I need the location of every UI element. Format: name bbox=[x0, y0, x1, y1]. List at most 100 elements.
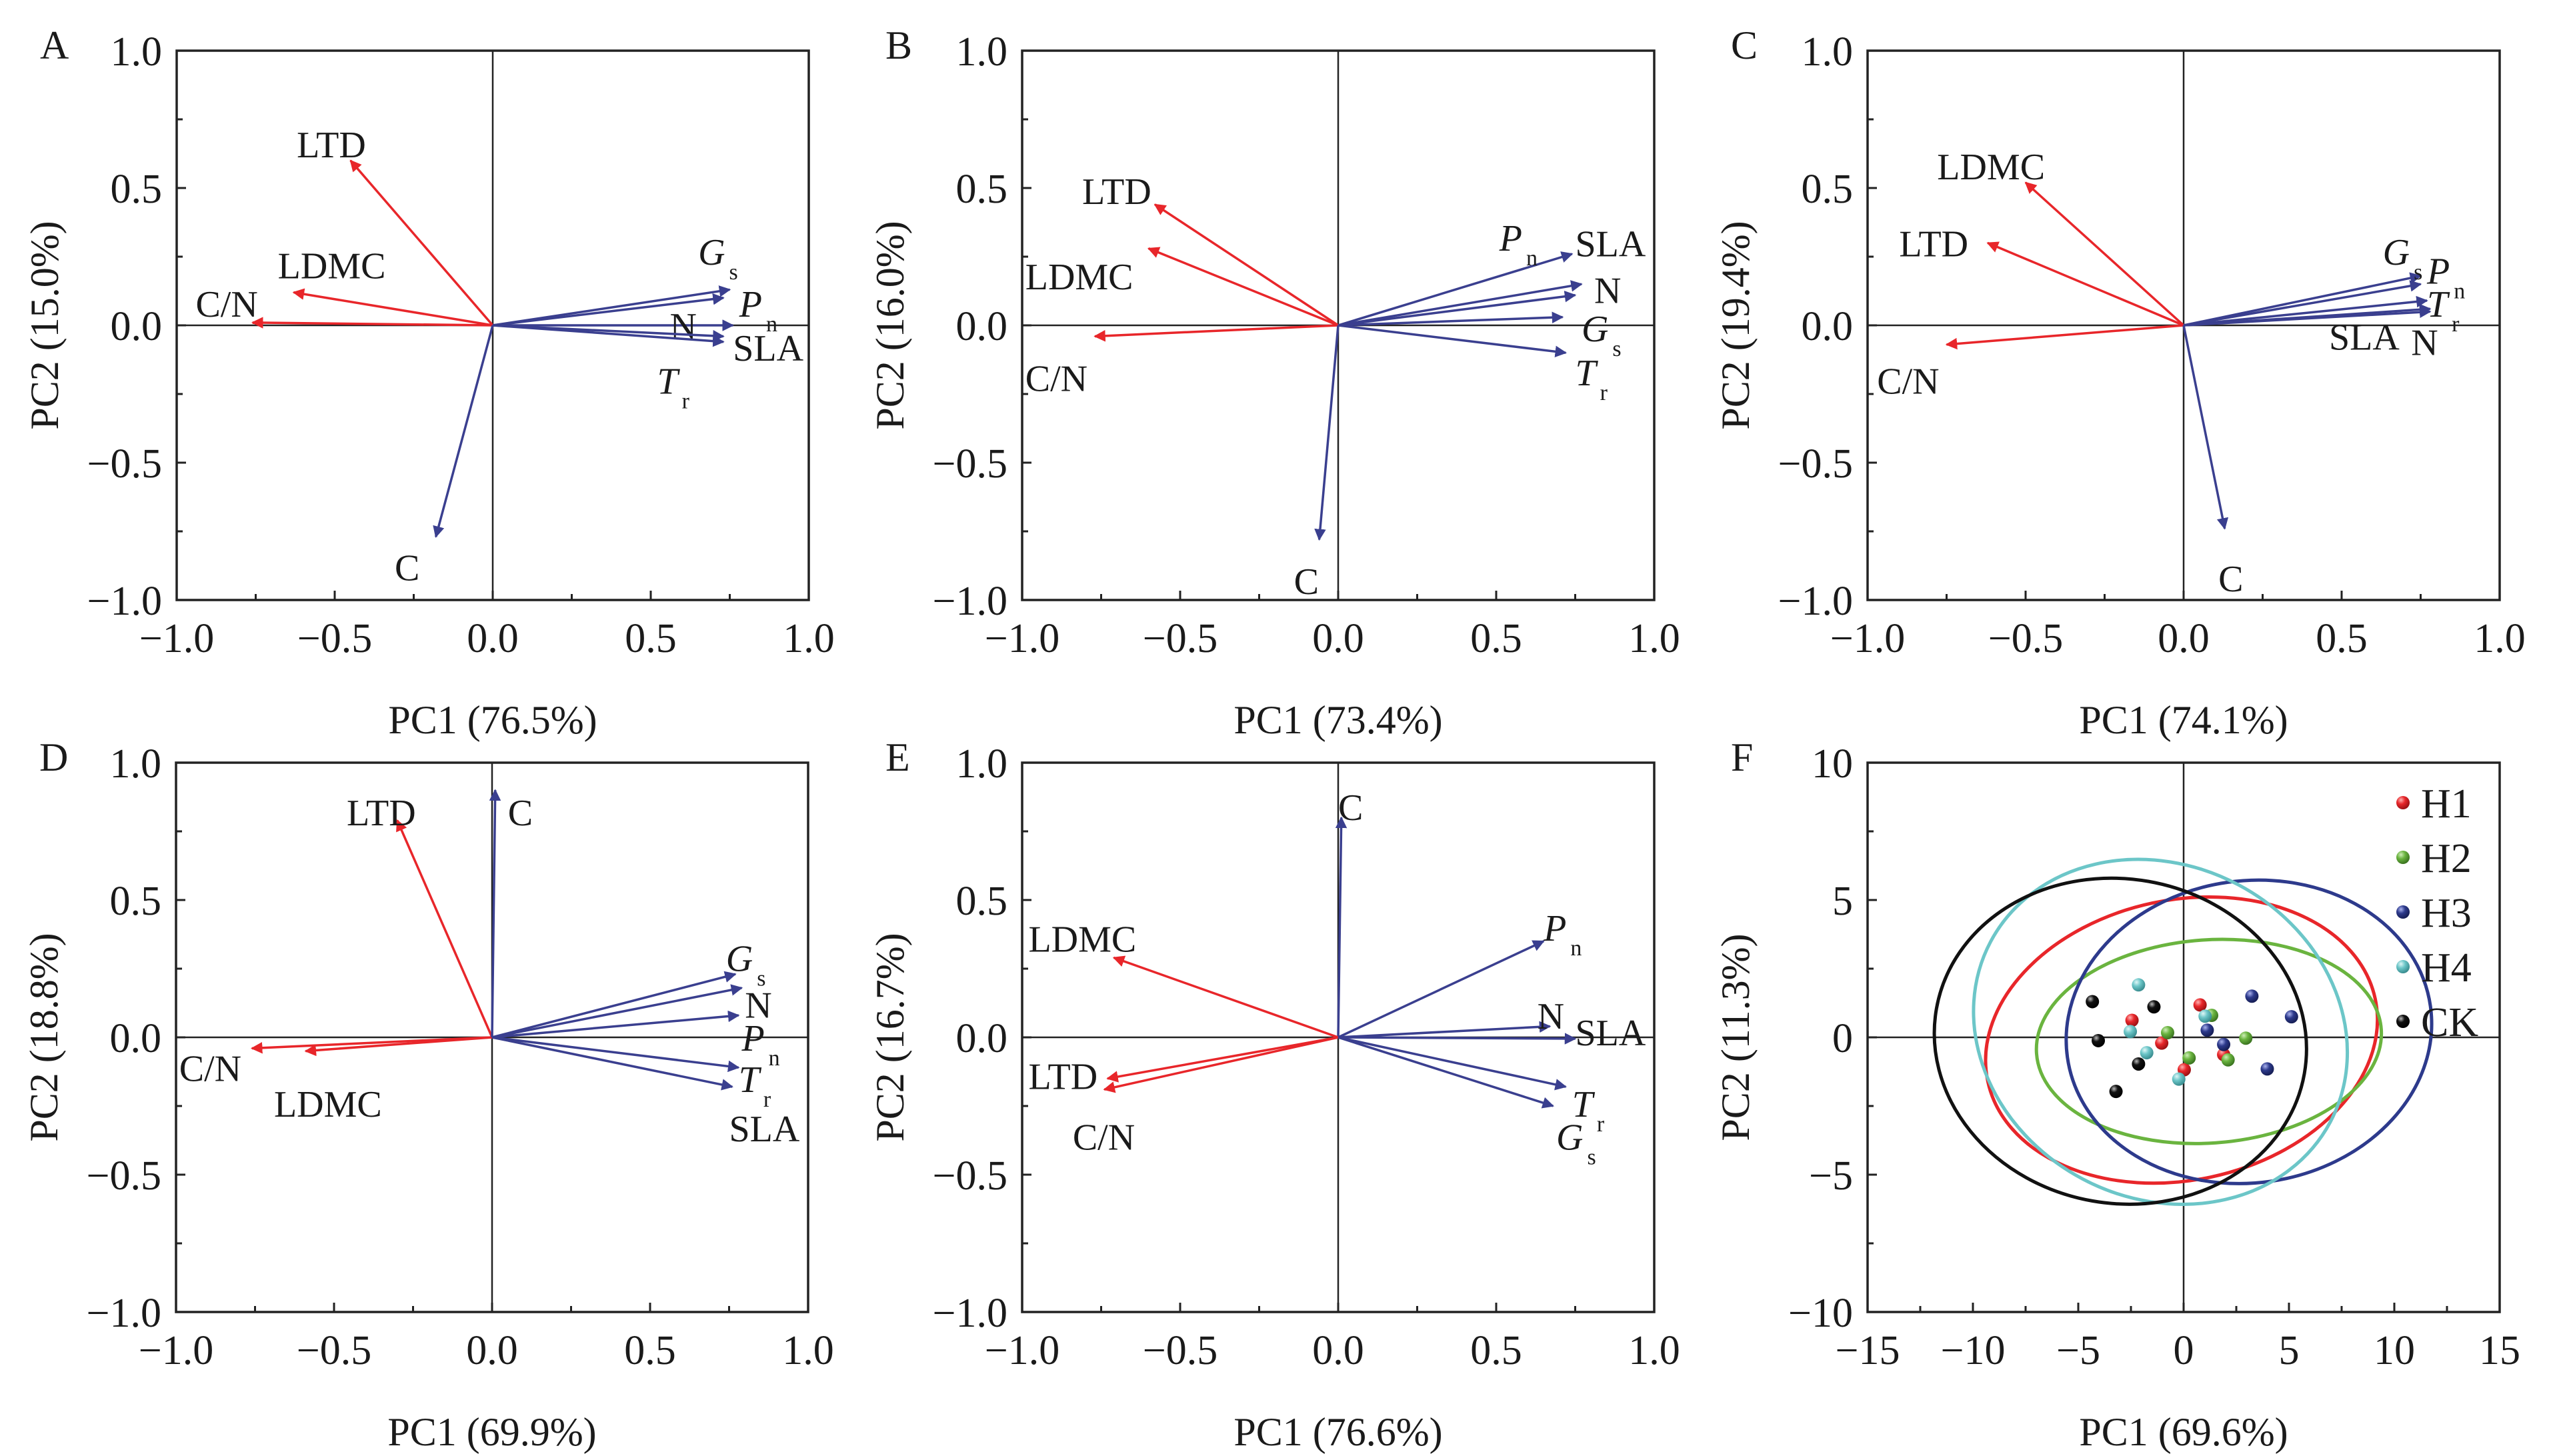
x-tick-label: −0.5 bbox=[297, 616, 372, 661]
x-tick-label: 0.0 bbox=[467, 616, 519, 661]
y-tick-label: 1.0 bbox=[110, 741, 162, 787]
loading-label-ltd: LTD bbox=[347, 793, 416, 834]
x-axis-title: PC1 (74.1%) bbox=[2079, 698, 2288, 742]
label-main: G bbox=[1556, 1117, 1583, 1158]
panel-letter: D bbox=[39, 735, 68, 779]
label-main: C/N bbox=[1877, 361, 1939, 402]
y-tick-label: −1.0 bbox=[87, 579, 162, 624]
loading-label-sla: SLA bbox=[1576, 1013, 1646, 1054]
loading-label-sla: SLA bbox=[729, 1109, 800, 1150]
data-point-ck bbox=[2147, 1000, 2161, 1014]
loading-arrow-c-n bbox=[1945, 324, 2184, 350]
legend-label-h3: H3 bbox=[2421, 891, 2472, 936]
loading-label-ldmc: LDMC bbox=[1937, 147, 2045, 188]
y-tick-label: 0.0 bbox=[956, 1016, 1008, 1061]
loading-arrow-gs bbox=[491, 971, 737, 1039]
data-point-h4 bbox=[2132, 978, 2146, 992]
legend-label-h4: H4 bbox=[2421, 945, 2472, 991]
x-tick-label: 0.5 bbox=[2316, 616, 2368, 661]
y-tick-label: −1.0 bbox=[87, 1291, 161, 1336]
y-tick-label: −1.0 bbox=[1778, 579, 1853, 624]
label-main: C bbox=[395, 548, 419, 589]
x-tick-label: 0 bbox=[2174, 1328, 2194, 1373]
label-main: P bbox=[739, 284, 762, 325]
label-main: LTD bbox=[1899, 223, 1968, 265]
loading-label-n: N bbox=[1594, 270, 1621, 311]
label-subscript: n bbox=[766, 312, 777, 337]
data-point-h1 bbox=[2193, 998, 2207, 1012]
loading-arrow-n bbox=[491, 984, 743, 1039]
panel-e: −1.0 −0.5 0.0 0.5 1.0 −1.0 −0.5 0.0 0.5 1.0 PC1 (7… bbox=[868, 735, 1680, 1454]
x-tick-label: 1.0 bbox=[2474, 616, 2526, 661]
label-main: LTD bbox=[1082, 171, 1151, 213]
label-main: T bbox=[739, 1059, 762, 1101]
label-main: LDMC bbox=[1937, 147, 2045, 188]
loading-arrow-ltd bbox=[1106, 1036, 1339, 1083]
label-subscript: s bbox=[757, 967, 765, 991]
label-main: N bbox=[745, 985, 771, 1027]
label-main: SLA bbox=[1576, 1013, 1646, 1054]
y-tick-label: 0.5 bbox=[956, 879, 1008, 924]
data-point-h3 bbox=[2260, 1062, 2274, 1076]
loading-arrow-c-n bbox=[1103, 1036, 1339, 1093]
loading-arrow-gs bbox=[1338, 311, 1564, 327]
legend-marker-h1 bbox=[2396, 796, 2410, 809]
x-tick-label: −1.0 bbox=[139, 1328, 213, 1373]
y-axis-title: PC2 (19.4%) bbox=[1714, 221, 1758, 429]
label-main: LDMC bbox=[278, 245, 386, 287]
loading-label-ldmc: LDMC bbox=[1028, 919, 1136, 961]
data-point-h2 bbox=[2221, 1053, 2235, 1067]
confidence-ellipse-ck bbox=[1932, 876, 2308, 1206]
loading-arrow-ldmc bbox=[1147, 247, 1339, 327]
y-tick-label: 0.0 bbox=[956, 304, 1008, 349]
x-tick-label: −15 bbox=[1836, 1328, 1900, 1373]
label-subscript: n bbox=[769, 1046, 780, 1071]
confidence-ellipse-h3 bbox=[2064, 878, 2434, 1185]
loading-arrow-pn bbox=[1338, 940, 1545, 1039]
label-subscript: r bbox=[2452, 312, 2460, 337]
x-tick-label: 1.0 bbox=[1628, 1328, 1680, 1373]
loading-label-c-n: C/N bbox=[195, 284, 257, 325]
loading-arrow-sla bbox=[1338, 1033, 1577, 1045]
y-tick-label: 0.5 bbox=[956, 167, 1008, 212]
data-point-h3 bbox=[2217, 1037, 2231, 1051]
label-main: T bbox=[1576, 353, 1599, 394]
loading-arrow-c bbox=[2182, 325, 2229, 530]
x-tick-label: 1.0 bbox=[783, 616, 835, 661]
confidence-ellipse-h1 bbox=[1984, 895, 2380, 1185]
label-main: LTD bbox=[297, 125, 366, 166]
loading-arrow-ldmc bbox=[1112, 955, 1339, 1039]
x-axis-title: PC1 (69.6%) bbox=[2079, 1410, 2288, 1454]
y-axis-title: PC2 (16.0%) bbox=[868, 221, 912, 429]
y-tick-label: −10 bbox=[1788, 1291, 1853, 1336]
loading-arrow-ldmc bbox=[304, 1036, 493, 1057]
confidence-ellipse-h4 bbox=[1972, 857, 2350, 1206]
x-tick-label: 0.5 bbox=[624, 1328, 676, 1373]
x-tick-label: −5 bbox=[2056, 1328, 2100, 1373]
loading-label-n: N bbox=[2411, 323, 2438, 364]
loading-label-c: C bbox=[1294, 561, 1319, 603]
data-point-ck bbox=[2086, 995, 2100, 1009]
y-tick-label: 0.0 bbox=[111, 304, 163, 349]
data-point-h2 bbox=[2182, 1051, 2196, 1065]
loading-label-n: N bbox=[1538, 996, 1564, 1037]
label-main: G bbox=[1582, 309, 1608, 350]
loading-label-c-n: C/N bbox=[179, 1048, 241, 1089]
loading-arrow-pn bbox=[2183, 280, 2422, 327]
label-main: P bbox=[741, 1018, 764, 1059]
loading-arrow-n bbox=[1338, 1021, 1552, 1039]
label-main: C/N bbox=[1025, 358, 1087, 399]
data-point-ck bbox=[2132, 1057, 2146, 1071]
loading-arrow-pn bbox=[1338, 251, 1574, 327]
label-main: LTD bbox=[347, 793, 416, 834]
loading-arrow-tr bbox=[1338, 324, 1568, 357]
panel-letter: F bbox=[1731, 735, 1753, 779]
y-tick-label: 0 bbox=[1832, 1016, 1853, 1061]
label-subscript: s bbox=[1612, 337, 1621, 361]
